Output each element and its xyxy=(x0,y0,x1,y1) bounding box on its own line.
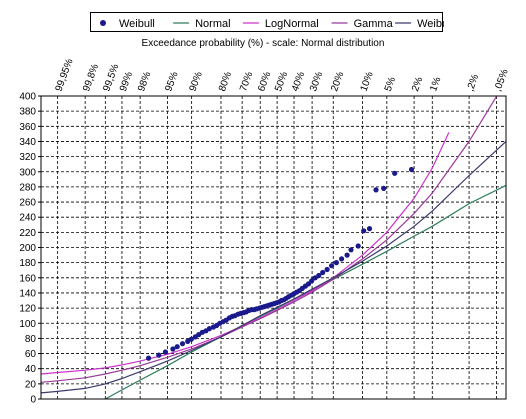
y-tick-label: 80 xyxy=(25,334,37,345)
grid-lines xyxy=(38,95,506,400)
data-point xyxy=(348,247,354,253)
y-tick-label: 200 xyxy=(19,243,36,254)
y-axis-tick-labels: 0 20 40 60 80 100 120 140 160 180 200 220 240 260 280 3… xyxy=(19,92,36,406)
y-tick-label: 40 xyxy=(25,364,37,375)
data-point xyxy=(170,346,176,352)
x-tick-label: ,05% xyxy=(493,68,511,93)
data-point xyxy=(320,269,326,276)
data-point xyxy=(373,187,379,193)
y-tick-label: 400 xyxy=(19,92,36,103)
y-tick-label: 0 xyxy=(30,395,36,406)
x-tick-label: 99% xyxy=(118,70,135,93)
data-point xyxy=(355,243,361,249)
legend-item: Normal xyxy=(173,18,231,30)
y-tick-label: 360 xyxy=(19,122,36,133)
data-point xyxy=(381,185,387,191)
data-point xyxy=(146,355,152,361)
x-tick-label: 30% xyxy=(308,70,325,93)
x-tick-label: 98% xyxy=(136,70,153,93)
weibull-data-points xyxy=(146,166,415,361)
y-tick-label: 120 xyxy=(19,304,36,315)
y-tick-label: 240 xyxy=(19,213,36,224)
x-tick-label: 99,8% xyxy=(81,63,101,94)
y-tick-label: 20 xyxy=(25,379,37,390)
y-tick-label: 340 xyxy=(19,137,36,148)
legend-item: Weibull xyxy=(100,18,155,30)
x-tick-label: 40% xyxy=(290,70,307,93)
data-point xyxy=(344,252,350,258)
y-tick-label: 140 xyxy=(19,288,36,299)
data-point xyxy=(339,256,345,262)
x-tick-label: ,2% xyxy=(465,73,481,93)
x-tick-label: 20% xyxy=(329,70,346,93)
data-point xyxy=(206,326,212,332)
x-tick-label: 95% xyxy=(163,70,180,93)
legend-label: Weibull xyxy=(119,18,155,30)
data-point xyxy=(361,228,367,234)
legend-label: LogNormal xyxy=(265,18,319,30)
data-point xyxy=(174,344,180,350)
x-tick-label: 10% xyxy=(359,70,376,93)
y-tick-label: 300 xyxy=(19,167,36,178)
y-tick-label: 320 xyxy=(19,152,36,163)
legend-label: Gamma xyxy=(354,18,394,30)
x-axis-tick-labels: 99,95% 99,8% 99,5%99% 98% 95% 90% 80% 70% 60% 50%… xyxy=(54,57,511,93)
y-tick-label: 180 xyxy=(19,258,36,269)
x-tick-label: 5% xyxy=(383,76,398,93)
x-tick-label: 1% xyxy=(428,76,443,93)
data-point xyxy=(316,272,322,279)
plot-frame xyxy=(40,95,507,400)
data-point xyxy=(179,341,186,347)
y-tick-label: 260 xyxy=(19,198,36,209)
legend-label: Normal xyxy=(195,18,230,30)
x-tick-label: 70% xyxy=(238,70,255,93)
x-tick-label: 60% xyxy=(256,70,273,93)
fitted-curves xyxy=(41,96,506,399)
data-point xyxy=(305,281,312,287)
legend-item: Gamma xyxy=(331,18,394,30)
series-line-gamma xyxy=(41,96,498,383)
chart-legend: Weibull Normal LogNormal Gamma Weibull xyxy=(90,12,444,32)
y-tick-label: 380 xyxy=(19,107,36,118)
y-tick-label: 60 xyxy=(25,349,37,360)
data-point xyxy=(162,349,168,355)
x-tick-label: 99,95% xyxy=(54,57,76,93)
series-line-lognormal xyxy=(41,132,450,375)
legend-item: Weibull xyxy=(395,18,444,30)
chart-title: Exceedance probability (%) - scale: Norm… xyxy=(141,38,385,49)
y-tick-label: 280 xyxy=(19,182,36,193)
data-point xyxy=(329,263,335,269)
data-point xyxy=(309,278,315,284)
x-tick-label: 2% xyxy=(410,76,425,93)
data-point xyxy=(366,226,373,232)
x-tick-label: 80% xyxy=(217,70,234,93)
series-line-weibull xyxy=(41,140,506,394)
data-point xyxy=(156,352,162,358)
legend-label: Weibull xyxy=(417,18,444,30)
data-point xyxy=(408,166,415,173)
data-point xyxy=(333,260,339,266)
x-tick-label: 90% xyxy=(188,70,205,93)
legend-item: LogNormal xyxy=(242,18,319,30)
y-tick-label: 100 xyxy=(19,319,36,330)
legend-marker xyxy=(100,20,106,26)
y-tick-label: 220 xyxy=(19,228,36,239)
data-point xyxy=(324,266,330,273)
y-tick-label: 160 xyxy=(19,273,36,284)
data-point xyxy=(392,170,398,176)
data-point xyxy=(188,336,194,342)
x-tick-label: 50% xyxy=(273,70,290,93)
